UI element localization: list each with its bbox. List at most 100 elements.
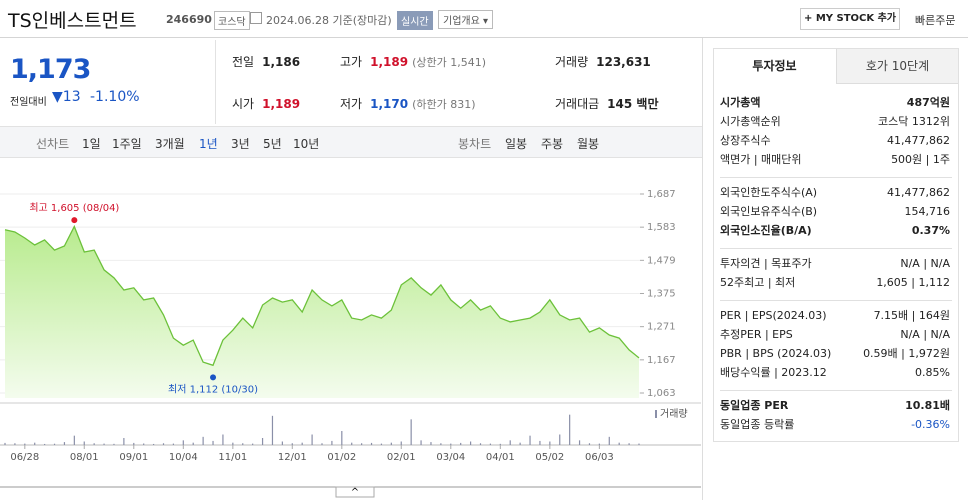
volume-bar <box>113 443 115 445</box>
x-tick-label: 05/02 <box>535 452 564 463</box>
info-value: N/A | N/A <box>900 328 950 341</box>
stat-label: 전일 <box>232 55 255 69</box>
volume-bar <box>321 443 323 445</box>
tab[interactable]: 월봉 <box>577 137 600 151</box>
info-value: -0.36% <box>911 418 950 431</box>
tab[interactable]: 주봉 <box>541 137 564 151</box>
volume-bar <box>242 443 244 445</box>
info-label: 추정PER | EPS <box>720 328 793 341</box>
volume-bar <box>311 434 313 445</box>
volume-bar <box>212 440 214 445</box>
y-tick-label: 1,375 <box>647 289 676 300</box>
info-row: 시가총액순위 코스닥 1312위 <box>720 113 950 131</box>
info-value: 0.59배 | 1,972원 <box>863 347 950 360</box>
volume-bar <box>143 443 145 445</box>
volume-bar <box>430 442 432 445</box>
volume-bar <box>559 434 561 445</box>
left-column <box>0 38 703 500</box>
date: 2024.06.28 기준(장마감) <box>266 12 392 28</box>
stock-code: 246690 <box>166 13 212 26</box>
volume-bar <box>440 443 442 445</box>
volume-bar <box>450 443 452 445</box>
x-tick-label: 12/01 <box>278 452 307 463</box>
volume-bar <box>301 442 303 445</box>
market: 코스닥 <box>214 11 250 30</box>
x-tick-label: 09/01 <box>119 452 148 463</box>
panel-tab[interactable]: 호가 10단계 <box>836 49 958 84</box>
info-value: 0.37% <box>911 224 950 237</box>
volume-bar <box>618 442 620 445</box>
volume-bar <box>370 442 373 445</box>
volume-bar <box>638 443 640 445</box>
collapse-button[interactable] <box>335 486 375 498</box>
info-label: 외국인보유주식수(B) <box>720 205 818 218</box>
tab[interactable]: 3년 <box>231 137 250 151</box>
info-row: 동일업종 PER 10.81배 <box>720 397 950 415</box>
stat-value: 1,186 <box>262 55 301 69</box>
info-value: N/A | N/A <box>900 257 950 270</box>
x-tick-label: 03/04 <box>436 452 465 463</box>
volume-legend: 거래량 <box>660 408 688 420</box>
mystock-button[interactable]: + MY STOCK 추가 <box>800 8 900 30</box>
info-row: 외국인한도주식수(A) 41,477,862 <box>720 184 950 202</box>
stat: 시가 1,189 <box>232 95 300 112</box>
info-label: PBR | BPS (2024.03) <box>720 347 832 360</box>
price-line <box>4 224 640 367</box>
volume-bar <box>519 442 521 445</box>
volume-bar <box>509 440 511 445</box>
volume-bar <box>182 440 184 445</box>
volume-bar <box>73 435 75 445</box>
volume-bar <box>34 442 36 445</box>
info-value: 코스닥 1312위 <box>878 115 950 128</box>
info-label: 외국인한도주식수(A) <box>720 186 818 199</box>
volume-bar <box>410 419 412 445</box>
volume-bar <box>400 441 402 445</box>
x-tick-label: 08/01 <box>70 452 99 463</box>
stat-label: 고가 <box>340 55 363 69</box>
volume-bar <box>4 442 6 445</box>
stat: 거래량 123,631 <box>555 53 651 70</box>
volume-bar <box>261 438 264 445</box>
tab[interactable]: 1주일 <box>112 137 142 151</box>
realtime-badge[interactable]: 실시간 <box>397 11 433 30</box>
price-area <box>5 226 639 398</box>
volume-bar <box>14 443 16 445</box>
high-label: 최고 1,605 (08/04) <box>29 202 119 214</box>
volume-bar <box>598 443 600 445</box>
x-tick-label: 11/01 <box>218 452 247 463</box>
tab[interactable]: 1일 <box>82 137 101 151</box>
volume-bar <box>192 442 194 445</box>
info-label: 외국인소진율(B/A) <box>720 224 812 237</box>
info-label: 시가총액순위 <box>720 115 781 128</box>
volume-bar <box>281 441 283 445</box>
info-value: 154,716 <box>904 205 951 218</box>
stat-value: 1,170 <box>370 97 409 111</box>
period-tabs: 선차트 1일 1주일 3개월 1년 3년 5년 10년 봉차트 일봉 주봉 월봉 <box>0 126 702 158</box>
info-value: 7.15배 | 164원 <box>873 309 950 322</box>
quick-order[interactable]: 빠른주문 <box>915 14 956 27</box>
tab[interactable]: 1년 <box>199 137 218 151</box>
volume-bar <box>608 436 610 445</box>
volume-bar <box>341 431 343 445</box>
info-label: 시가총액 <box>720 96 761 109</box>
info-row: PBR | BPS (2024.03) 0.59배 | 1,972원 <box>720 345 950 363</box>
info-label: PER | EPS(2024.03) <box>720 309 827 322</box>
volume-bar <box>489 443 492 445</box>
company-menu[interactable]: 기업개요 ▾ <box>438 10 494 29</box>
tab[interactable]: 10년 <box>293 137 320 151</box>
menu-text: 기업개요 <box>443 16 480 27</box>
panel-separator <box>720 177 952 178</box>
tab[interactable]: 3개월 <box>155 137 185 151</box>
panel-tab[interactable]: 투자정보 <box>752 59 797 73</box>
info-value: 10.81배 <box>905 399 950 412</box>
tab[interactable]: 일봉 <box>505 137 528 151</box>
tab[interactable]: 5년 <box>263 137 282 151</box>
info-row: 외국인보유주식수(B) 154,716 <box>720 203 950 221</box>
x-tick-label: 02/01 <box>387 452 416 463</box>
volume-bar <box>420 440 422 445</box>
stat: 고가 1,189 (상한가 1,541) <box>340 53 486 70</box>
header: TS인베스트먼트 246690 코스닥 2024.06.28 기준(장마감) 실… <box>0 0 968 38</box>
volume-bar <box>53 443 56 445</box>
volume-bar <box>162 443 165 445</box>
volume-bar <box>460 442 462 445</box>
